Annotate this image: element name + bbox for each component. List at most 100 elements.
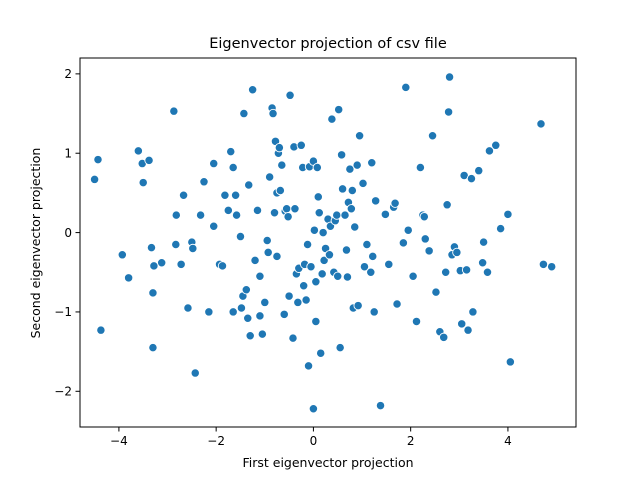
data-point [308,404,319,414]
data-point [269,208,280,218]
data-point [255,311,265,321]
data-point [262,235,272,246]
data-point [327,114,337,124]
data-point [419,212,429,222]
data-point [279,309,289,319]
data-point [431,287,441,297]
data-point [209,221,219,231]
data-point [178,190,189,200]
data-point [231,210,242,220]
data-point [272,251,282,262]
data-point [274,143,285,153]
data-point [236,303,247,313]
data-point [403,225,413,235]
data-point [457,319,467,329]
data-point [478,237,489,247]
data-point [333,271,343,281]
data-point [195,210,206,220]
data-point [358,178,368,189]
data-point [199,177,209,187]
data-point [408,271,418,281]
data-point [334,104,344,115]
data-point [347,185,357,196]
x-axis-label: First eigenvector projection [242,455,413,470]
x-axis-ticks: −4 −2 0 2 4 [110,427,512,448]
data-point [482,267,493,277]
data-point [398,238,409,248]
data-point [415,162,426,173]
data-point [228,307,238,317]
data-point [341,245,352,255]
data-point [183,303,193,313]
data-point [263,247,273,258]
data-point [176,259,186,269]
data-point [123,273,134,283]
data-point [354,131,365,141]
data-point [468,307,478,317]
data-point [390,198,400,208]
data-point [337,184,348,194]
data-point [444,72,455,82]
data-point [311,277,321,287]
data-point [157,258,167,268]
x-tick-label: −2 [207,434,225,448]
data-point [146,243,157,253]
data-point [244,180,254,190]
data-point [282,204,292,214]
data-point [171,239,181,250]
data-point [371,196,381,206]
data-point [335,342,345,353]
data-point [260,297,270,308]
data-point [296,140,306,150]
data-point [367,158,377,168]
data-point [96,325,106,335]
data-point [285,90,295,100]
data-point [503,209,513,219]
data-point [536,119,546,129]
data-point [452,247,462,258]
data-point [188,243,198,254]
data-point [424,246,434,256]
data-point [301,295,311,305]
data-point [257,329,268,339]
data-point [340,210,350,220]
data-point [138,177,148,188]
data-point [228,162,238,173]
data-point [255,271,265,281]
y-tick-label: 1 [64,147,72,161]
data-point [250,255,260,266]
data-point [318,227,328,238]
x-tick-label: 0 [310,434,318,448]
data-point [247,85,258,95]
data-point [293,297,303,308]
data-point [309,225,320,235]
data-point [353,300,363,311]
data-point [411,316,422,327]
y-tick-label: 2 [64,67,72,81]
data-point [302,239,313,250]
data-point [380,209,391,219]
data-point [420,234,430,244]
data-point [268,108,278,119]
data-point [319,255,329,266]
data-point [350,222,360,232]
data-point [359,262,370,272]
data-point [346,204,356,214]
data-point [275,185,285,196]
data-point [190,368,200,378]
data-point [474,166,484,176]
data-point [144,155,154,166]
data-point [368,251,378,262]
data-point [342,272,353,282]
data-point [324,250,335,260]
data-point [148,288,158,298]
data-point [538,259,549,269]
data-point [312,162,322,173]
data-point [366,267,376,277]
data-point [463,325,473,335]
y-tick-label: −2 [54,385,72,399]
data-point [89,174,100,185]
data-point [303,361,314,371]
